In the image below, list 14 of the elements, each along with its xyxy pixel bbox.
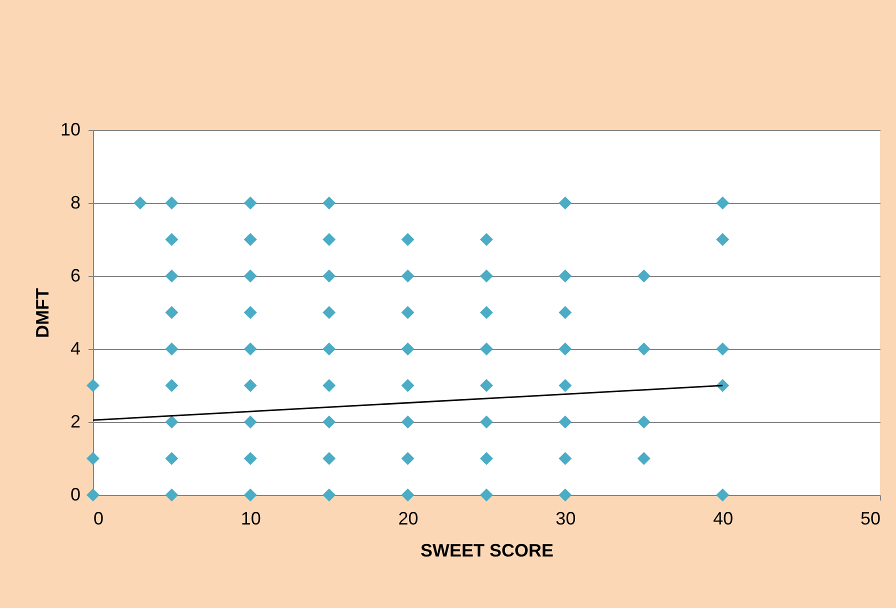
x-tick-label: 30 <box>556 508 576 528</box>
x-tick-label: 10 <box>240 508 261 528</box>
x-tick-label: 20 <box>398 508 418 528</box>
y-tick-label: 10 <box>60 120 80 140</box>
y-tick-label: 0 <box>70 484 80 504</box>
y-axis-title: DMFT <box>32 288 52 338</box>
x-tick-label: 0 <box>94 508 104 528</box>
y-tick-label: 8 <box>70 192 80 212</box>
y-tick-label: 4 <box>70 338 80 358</box>
x-tick-label: 40 <box>713 508 734 528</box>
x-axis-title: SWEET SCORE <box>420 540 554 560</box>
y-tick-label: 6 <box>70 266 80 286</box>
y-tick-label: 2 <box>70 412 80 432</box>
x-tick-label: 50 <box>860 508 880 528</box>
